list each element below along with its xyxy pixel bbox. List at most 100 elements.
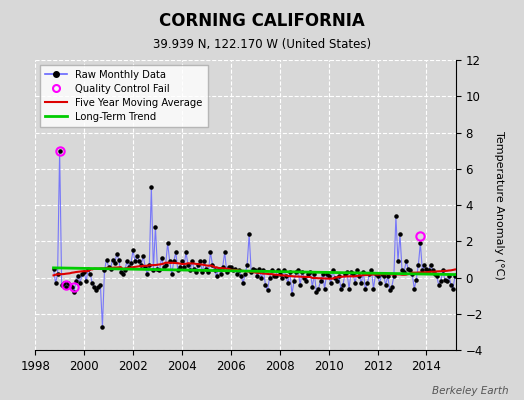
Point <box>282 273 290 279</box>
Point <box>351 280 359 286</box>
Point <box>288 291 296 297</box>
Point <box>367 267 376 274</box>
Point <box>63 280 72 286</box>
Point <box>58 282 66 288</box>
Point <box>92 287 101 294</box>
Point <box>296 282 304 288</box>
Point <box>61 284 70 290</box>
Point <box>233 271 241 277</box>
Point <box>239 280 247 286</box>
Point <box>449 285 457 292</box>
Point <box>102 256 111 263</box>
Point <box>123 258 131 264</box>
Point <box>394 258 402 264</box>
Point <box>406 267 414 274</box>
Point <box>408 271 417 277</box>
Point <box>353 267 362 274</box>
Point <box>196 258 204 264</box>
Point <box>235 267 243 274</box>
Point <box>404 266 412 272</box>
Point <box>111 260 119 266</box>
Point <box>463 274 472 281</box>
Point <box>396 231 404 237</box>
Point <box>372 271 380 277</box>
Point <box>188 258 196 264</box>
Point <box>98 324 106 330</box>
Point <box>302 278 310 284</box>
Point <box>74 273 82 279</box>
Point <box>90 284 99 290</box>
Point <box>84 266 92 272</box>
Point <box>70 289 78 296</box>
Point <box>445 273 453 279</box>
Point <box>223 269 231 276</box>
Point <box>192 269 200 276</box>
Point <box>457 274 465 281</box>
Point <box>100 267 108 274</box>
Point <box>335 273 343 279</box>
Point <box>337 285 345 292</box>
Point <box>465 234 474 241</box>
Point <box>72 278 80 284</box>
Point <box>398 267 406 274</box>
Point <box>453 271 461 277</box>
Point <box>363 280 372 286</box>
Text: 39.939 N, 122.170 W (United States): 39.939 N, 122.170 W (United States) <box>153 38 371 51</box>
Legend: Raw Monthly Data, Quality Control Fail, Five Year Moving Average, Long-Term Tren: Raw Monthly Data, Quality Control Fail, … <box>40 65 208 127</box>
Point <box>308 284 316 290</box>
Point <box>115 256 123 263</box>
Point <box>429 267 437 274</box>
Point <box>359 269 367 276</box>
Point <box>329 267 337 274</box>
Point <box>96 282 105 288</box>
Point <box>202 266 211 272</box>
Point <box>178 258 186 264</box>
Point <box>182 249 190 256</box>
Point <box>249 266 257 272</box>
Point <box>204 269 213 276</box>
Point <box>361 285 369 292</box>
Point <box>80 269 88 276</box>
Point <box>306 269 314 276</box>
Point <box>113 251 121 257</box>
Point <box>82 278 90 284</box>
Point <box>432 273 441 279</box>
Point <box>241 271 249 277</box>
Point <box>316 278 325 284</box>
Point <box>251 267 259 274</box>
Point <box>216 271 225 277</box>
Point <box>214 266 223 272</box>
Point <box>149 267 158 274</box>
Point <box>261 282 270 288</box>
Point <box>374 273 382 279</box>
Point <box>231 266 239 272</box>
Point <box>127 260 135 266</box>
Point <box>200 258 209 264</box>
Point <box>133 253 141 259</box>
Point <box>447 282 455 288</box>
Point <box>392 213 400 219</box>
Point <box>290 278 298 284</box>
Point <box>139 253 147 259</box>
Point <box>274 267 282 274</box>
Point <box>278 274 286 281</box>
Point <box>163 240 172 246</box>
Point <box>184 262 192 268</box>
Point <box>424 267 433 274</box>
Point <box>237 273 245 279</box>
Point <box>166 258 174 264</box>
Point <box>416 240 424 246</box>
Point <box>172 249 180 256</box>
Point <box>131 258 139 264</box>
Point <box>400 269 408 276</box>
Point <box>94 284 103 290</box>
Point <box>326 280 335 286</box>
Point <box>78 271 86 277</box>
Point <box>377 271 386 277</box>
Point <box>434 282 443 288</box>
Point <box>129 247 137 254</box>
Point <box>430 271 439 277</box>
Point <box>60 280 68 286</box>
Point <box>310 271 319 277</box>
Point <box>384 273 392 279</box>
